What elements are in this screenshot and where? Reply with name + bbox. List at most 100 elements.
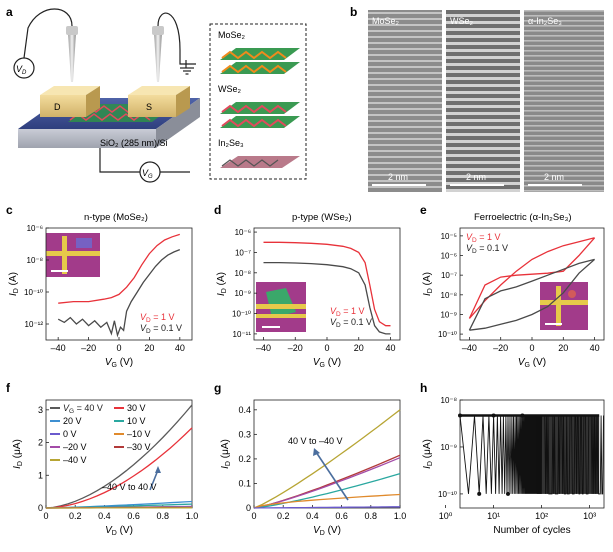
material-label-1: MoSe₂ — [218, 30, 246, 40]
cycle-point — [520, 413, 525, 418]
source-electrode: S — [128, 86, 190, 117]
y-tick-label: 10⁻¹² — [25, 320, 44, 329]
cycle-point — [491, 413, 496, 418]
x-tick-label: 0.4 — [98, 511, 111, 521]
y-tick-label: 10⁻⁹ — [440, 443, 457, 452]
stem-title-mose2: MoSe₂ — [372, 16, 400, 26]
series-line-0 — [263, 241, 391, 327]
sweep-annotation: 40 V to –40 V — [288, 436, 343, 446]
x-axis-label: VG (V) — [313, 357, 341, 369]
x-tick-label: 0.6 — [127, 511, 140, 521]
y-tick-label: 10⁻¹⁰ — [438, 330, 457, 339]
x-axis-label: VD (V) — [313, 525, 341, 537]
sweep-annotation: –40 V to 40 V — [102, 482, 157, 492]
panel-e-title: Ferroelectric (α-In₂Se₃) — [474, 212, 572, 223]
cycle-point — [458, 413, 462, 418]
stem-image-wse2 — [446, 10, 520, 192]
drain-label: D — [54, 102, 61, 112]
panel-e-label: e — [420, 203, 427, 217]
legend-entry-1: VD = 1 V — [330, 306, 364, 318]
probe-right — [152, 26, 164, 82]
scale-text-1: 2 nm — [388, 172, 408, 182]
series-line-0 — [253, 409, 401, 509]
x-tick-label: 0.8 — [157, 511, 170, 521]
panel-d-title: p-type (WSe₂) — [292, 212, 352, 223]
series-line-2 — [253, 457, 401, 509]
x-tick-label: 40 — [590, 343, 600, 353]
legend-entry-2: VD = 0.1 V — [466, 243, 508, 255]
wse2-crystal — [220, 102, 300, 128]
probe-left — [66, 26, 78, 82]
panel-g-label: g — [214, 381, 221, 395]
y-tick-label: 10⁻⁸ — [441, 396, 458, 405]
x-tick-label: –20 — [81, 343, 96, 353]
x-tick-label: –40 — [256, 343, 271, 353]
series-line-1 — [45, 427, 193, 509]
x-tick-label: 40 — [385, 343, 395, 353]
chart-e: –40 –20 0 20 40 10⁻⁵ 10⁻⁶ 10⁻⁷ 10⁻⁸ 10⁻⁹ 10⁻¹⁰ VG (… — [422, 227, 605, 369]
legend-entry: 20 V — [63, 416, 82, 426]
y-tick-label: 0 — [38, 503, 43, 513]
legend-entry: 10 V — [127, 416, 146, 426]
series-line-2 — [469, 258, 596, 331]
y-tick-label: 10⁻⁸ — [441, 291, 458, 300]
y-axis-label: ID (μA) — [422, 439, 434, 469]
y-tick-label: 0 — [246, 503, 251, 513]
y-tick-label: 10⁻⁵ — [441, 232, 457, 241]
device-inset-c — [46, 233, 100, 277]
series-line-5 — [253, 506, 400, 509]
legend-entry: –10 V — [127, 429, 151, 439]
device-inset-d — [256, 282, 306, 332]
x-tick-label: 0 — [324, 343, 329, 353]
x-tick-label: –40 — [51, 343, 66, 353]
y-axis-label: ID (μA) — [220, 439, 232, 469]
chart-d: –40 –20 0 20 40 10⁻⁶ 10⁻⁷ 10⁻⁸ 10⁻⁹ 10⁻¹⁰ 10⁻¹¹ VG … — [216, 227, 401, 369]
stem-title-in2se3: α-In₂Se₃ — [528, 16, 562, 26]
chart-c: –40 –20 0 20 40 10⁻⁶ 10⁻⁸ 10⁻¹⁰ 10⁻¹² VG (V) ID (A… — [8, 224, 193, 369]
x-tick-label: –20 — [288, 343, 303, 353]
source-label: S — [146, 102, 152, 112]
y-tick-label: 10⁻⁶ — [27, 224, 43, 233]
panel-a-label: a — [6, 5, 13, 19]
vg-source-label: VG — [142, 168, 153, 180]
in2se3-crystal — [220, 156, 300, 168]
y-axis-label: ID (μA) — [12, 439, 24, 469]
y-tick-label: 10⁻⁸ — [27, 256, 44, 265]
materials-box — [209, 23, 307, 180]
legend-entry: VG = 40 V — [63, 403, 103, 415]
series-line-3 — [253, 472, 401, 509]
stem-title-wse2: WSe₂ — [450, 16, 474, 26]
stem-image-mose2 — [368, 10, 442, 192]
stem-image-in2se3 — [524, 10, 604, 192]
cycling-dense-region — [536, 415, 600, 494]
panel-b-label: b — [350, 5, 357, 19]
x-tick-label: 1.0 — [186, 511, 199, 521]
x-tick-label: 20 — [354, 343, 364, 353]
series-line-1 — [468, 237, 596, 319]
panel-a: a SiO₂ (285 nm)/Si D S — [6, 5, 307, 183]
x-axis-label: Number of cycles — [493, 525, 570, 536]
legend-entry-2: VD = 0.1 V — [330, 317, 372, 329]
panel-b: b MoSe₂ WSe₂ α-In₂Se₃ 2 nm 2 nm 2 nm — [350, 5, 604, 192]
scale-text-3: 2 nm — [544, 172, 564, 182]
y-tick-label: 10⁻¹⁰ — [24, 288, 43, 297]
legend-entry: –40 V — [63, 455, 87, 465]
series-line-4 — [253, 493, 401, 509]
series-line-0 — [58, 233, 180, 304]
x-tick-label: 0.8 — [365, 511, 378, 521]
y-tick-label: 0.2 — [238, 454, 251, 464]
y-tick-label: 10⁻⁷ — [441, 271, 457, 280]
x-tick-label: 0 — [529, 343, 534, 353]
legend-entry: 0 V — [63, 429, 77, 439]
material-label-2: WSe₂ — [218, 84, 242, 94]
x-tick-label: 1.0 — [394, 511, 407, 521]
x-axis-label: VG (V) — [518, 357, 546, 369]
x-tick-label: 0.2 — [277, 511, 290, 521]
panel-f-label: f — [6, 381, 11, 395]
x-tick-label: 20 — [144, 343, 154, 353]
x-tick-label: 0 — [116, 343, 121, 353]
y-tick-label: 10⁻⁹ — [234, 289, 251, 298]
x-tick-label: 40 — [175, 343, 185, 353]
x-tick-label: 0.2 — [69, 511, 82, 521]
mose2-crystal — [220, 48, 300, 74]
